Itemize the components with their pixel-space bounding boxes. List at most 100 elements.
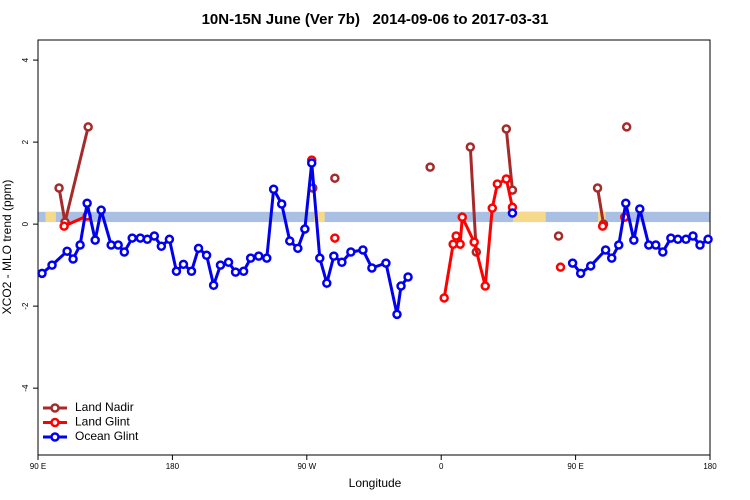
data-point [62, 246, 72, 256]
data-point [142, 234, 153, 245]
y-tick-label: 0 [21, 221, 30, 226]
data-point [507, 185, 518, 195]
data-point [439, 293, 449, 303]
data-point [82, 198, 92, 208]
plot-frame [37, 39, 711, 456]
data-point [47, 260, 57, 270]
data-point [492, 179, 503, 189]
highlight-span [598, 211, 606, 223]
data-point [164, 234, 175, 245]
legend-marker [50, 417, 60, 428]
x-tick-label: 90 E [30, 462, 46, 471]
data-point [501, 124, 512, 134]
data-point [635, 204, 645, 214]
data-point [156, 241, 167, 252]
data-point [621, 198, 631, 208]
data-point [392, 309, 402, 320]
data-point [68, 254, 78, 264]
data-point [567, 258, 578, 268]
x-axis-label: Longitude [349, 476, 402, 490]
data-point [651, 240, 661, 250]
data-point [127, 233, 137, 243]
data-point [285, 236, 295, 246]
data-point [201, 250, 212, 261]
data-point [223, 257, 234, 268]
data-point [208, 280, 219, 290]
data-point [621, 122, 632, 132]
y-tick-label: 2 [21, 139, 30, 144]
data-point [119, 247, 130, 257]
y-tick-label: 4 [21, 57, 30, 62]
data-point [75, 240, 85, 250]
data-point [425, 162, 435, 172]
data-point [96, 205, 106, 215]
data-point [597, 221, 608, 231]
chart-title: 10N-15N June (Ver 7b) 2014-09-06 to 2017… [202, 11, 549, 28]
reference-band [38, 211, 710, 223]
data-point [54, 183, 64, 193]
data-point [315, 253, 325, 263]
legend-marker [50, 432, 60, 442]
data-point [337, 257, 347, 268]
data-point [268, 184, 279, 195]
data-point [276, 199, 287, 209]
data-point [592, 183, 603, 193]
data-point [306, 158, 317, 168]
data-point [555, 262, 566, 272]
x-tick-label: 90 W [297, 462, 316, 471]
legend-label: Land Glint [75, 415, 130, 429]
data-point [501, 174, 512, 184]
data-point [90, 235, 100, 245]
data-point [293, 243, 303, 254]
data-point [396, 281, 406, 291]
data-point [600, 245, 611, 255]
data-point [673, 234, 683, 245]
data-point [553, 231, 564, 241]
data-point [59, 221, 69, 231]
y-axis-label: XCO2 - MLO trend (ppm) [0, 180, 14, 315]
legend-marker [50, 403, 60, 413]
data-point [238, 266, 249, 277]
data-point [245, 253, 256, 263]
data-point [193, 243, 204, 254]
data-point [403, 272, 413, 282]
data-point [688, 231, 698, 241]
highlight-span [314, 211, 325, 223]
x-tick-label: 180 [166, 462, 180, 471]
data-point [469, 237, 479, 247]
x-tick-label: 90 E [567, 462, 583, 471]
data-point [451, 231, 461, 241]
data-point [695, 240, 705, 250]
data-point [367, 263, 377, 273]
data-point [178, 259, 189, 270]
data-point [480, 281, 491, 291]
data-point [300, 224, 310, 234]
data-point [262, 253, 272, 263]
y-tick-label: -4 [21, 384, 30, 392]
data-point [37, 268, 47, 279]
data-point [465, 142, 476, 152]
data-point [215, 260, 226, 270]
data-point [358, 245, 368, 255]
data-point [171, 266, 182, 277]
data-point [575, 268, 586, 279]
data-point [330, 173, 340, 183]
series-line [59, 127, 627, 252]
data-point [629, 235, 639, 245]
data-point [253, 251, 264, 261]
data-point [230, 267, 241, 277]
data-point [322, 278, 332, 288]
legend-label: Ocean Glint [75, 429, 139, 443]
data-point [329, 251, 339, 261]
data-point [149, 231, 160, 241]
data-point [186, 266, 197, 277]
data-point [83, 122, 93, 132]
data-point [703, 234, 713, 245]
legend-label: Land Nadir [75, 400, 134, 414]
data-point [487, 203, 498, 213]
data-point [457, 212, 468, 222]
data-point [606, 253, 617, 263]
data-point [346, 247, 356, 257]
data-point [681, 234, 691, 245]
